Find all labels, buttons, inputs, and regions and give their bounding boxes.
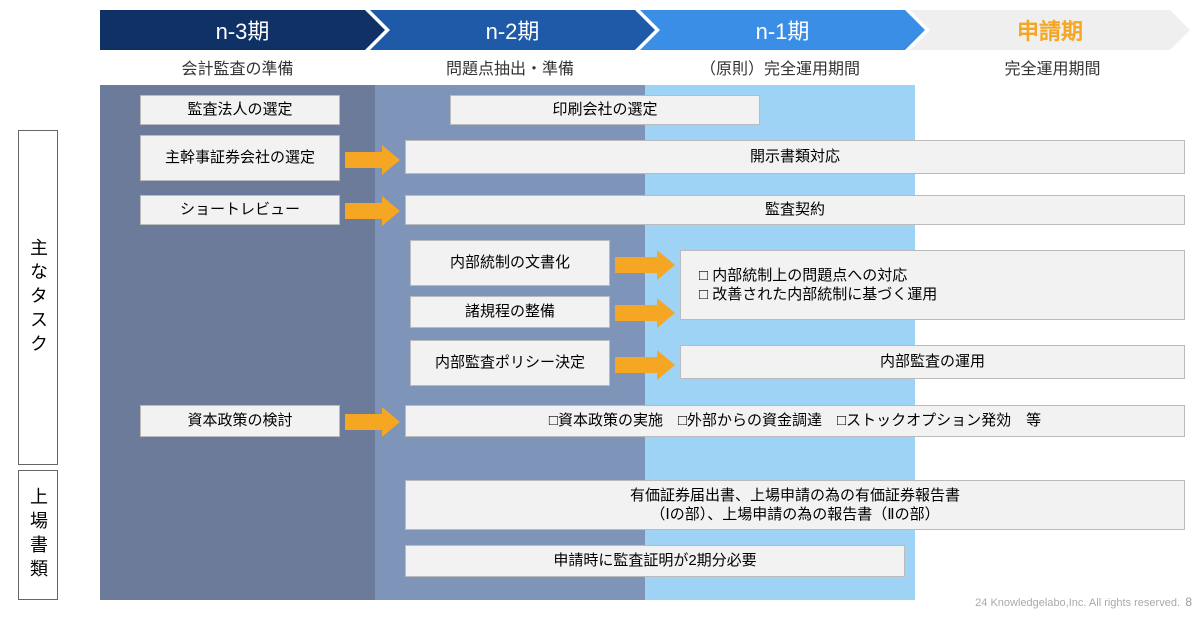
subtitle-n2: 問題点抽出・準備 bbox=[375, 55, 645, 79]
period-n3-label: n-3期 bbox=[100, 10, 385, 50]
task-regulations: 諸規程の整備 bbox=[410, 296, 610, 328]
task-internal-audit-policy: 内部監査ポリシー決定 bbox=[410, 340, 610, 386]
page-number: 8 bbox=[1185, 595, 1192, 609]
period-header: n-3期 n-2期 n-1期 申請期 bbox=[100, 10, 1190, 50]
vcat-main-tasks-label: 主なタスク bbox=[25, 238, 51, 358]
task-lead-underwriter: 主幹事証券会社の選定 bbox=[140, 135, 340, 181]
arrow-short-review bbox=[345, 196, 400, 226]
vcat-listing-docs: 上場書類 bbox=[18, 470, 58, 600]
task-audit-contract: 監査契約 bbox=[405, 195, 1185, 225]
arrow-lead-underwriter bbox=[345, 145, 400, 175]
task-capital-policy-exec: □資本政策の実施 □外部からの資金調達 □ストックオプション発効 等 bbox=[405, 405, 1185, 437]
task-securities-report: 有価証券届出書、上場申請の為の有価証券報告書 （Ⅰの部）、上場申請の為の報告書（… bbox=[405, 480, 1185, 530]
period-n2: n-2期 bbox=[370, 10, 655, 50]
arrow-regulations bbox=[615, 298, 675, 328]
period-n2-label: n-2期 bbox=[370, 10, 655, 50]
task-internal-control-ops: □ 内部統制上の問題点への対応 □ 改善された内部統制に基づく運用 bbox=[680, 250, 1185, 320]
subtitle-n1: （原則）完全運用期間 bbox=[645, 55, 915, 79]
task-internal-control-doc: 内部統制の文書化 bbox=[410, 240, 610, 286]
arrow-internal-audit-policy bbox=[615, 350, 675, 380]
subtitle-n3: 会計監査の準備 bbox=[100, 55, 375, 79]
task-internal-audit-ops: 内部監査の運用 bbox=[680, 345, 1185, 379]
period-n1-label: n-1期 bbox=[640, 10, 925, 50]
task-disclosure-docs: 開示書類対応 bbox=[405, 140, 1185, 174]
copyright: 24 Knowledgelabo,Inc. All rights reserve… bbox=[975, 597, 1180, 609]
period-app-label: 申請期 bbox=[910, 10, 1190, 50]
vcat-main-tasks: 主なタスク bbox=[18, 130, 58, 465]
arrow-internal-control-doc bbox=[615, 250, 675, 280]
task-printing-company: 印刷会社の選定 bbox=[450, 95, 760, 125]
task-audit-firm-select: 監査法人の選定 bbox=[140, 95, 340, 125]
task-short-review: ショートレビュー bbox=[140, 195, 340, 225]
period-n3: n-3期 bbox=[100, 10, 385, 50]
subtitle-app: 完全運用期間 bbox=[915, 55, 1190, 79]
period-n1: n-1期 bbox=[640, 10, 925, 50]
task-capital-policy-review: 資本政策の検討 bbox=[140, 405, 340, 437]
vcat-listing-docs-label: 上場書類 bbox=[25, 487, 51, 583]
period-app: 申請期 bbox=[910, 10, 1190, 50]
task-audit-cert: 申請時に監査証明が2期分必要 bbox=[405, 545, 905, 577]
arrow-capital-policy-review bbox=[345, 407, 400, 437]
ipo-roadmap-diagram: n-3期 n-2期 n-1期 申請期 会計監査の準備 問題点抽出・準備 （原則）… bbox=[0, 0, 1200, 617]
